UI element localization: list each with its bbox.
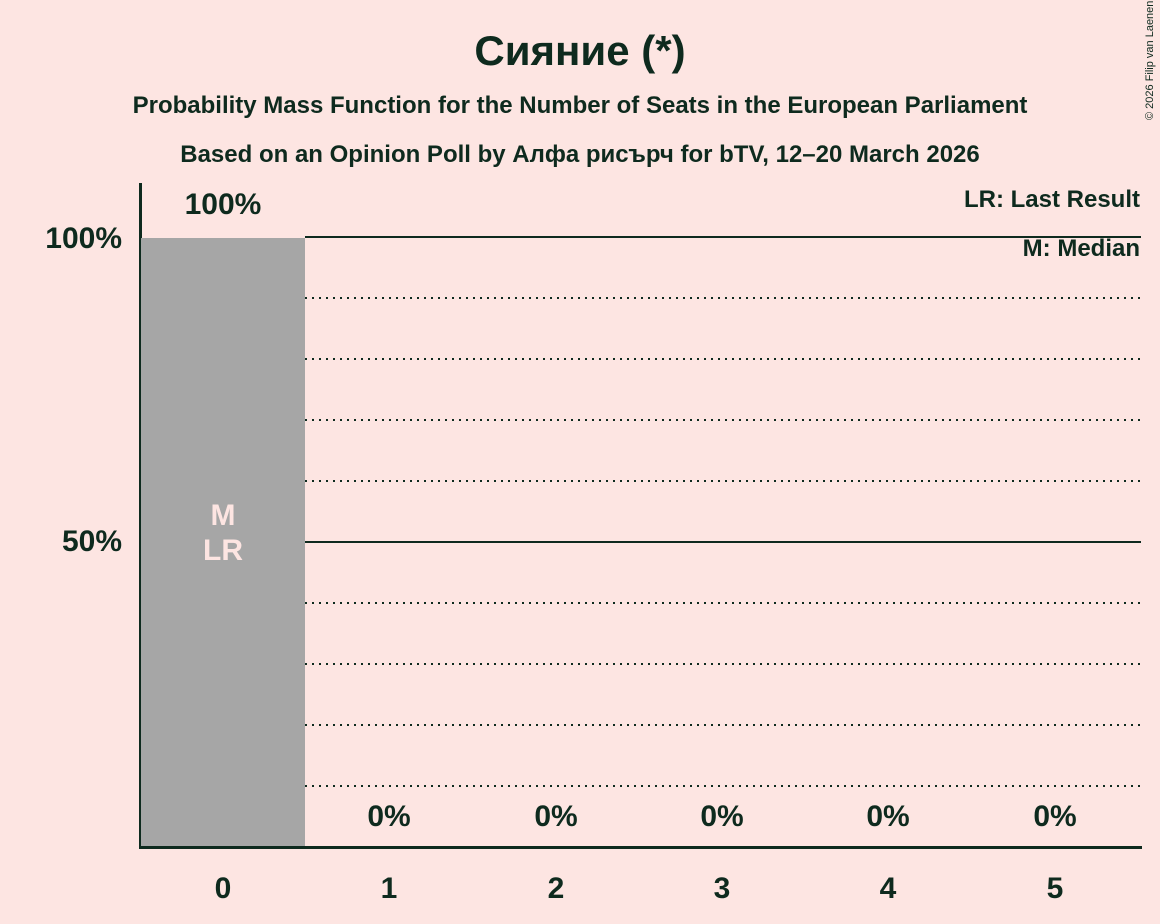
gridline-20pct: [305, 724, 1141, 726]
bar-seats-1-value-label: 0%: [367, 800, 411, 833]
y-axis-line: [139, 183, 142, 848]
chart-subtitle-source: Based on an Opinion Poll by Алфа рисърч …: [180, 141, 980, 168]
gridline-10pct: [305, 785, 1141, 787]
x-tick-5: 5: [1046, 872, 1064, 905]
y-axis-label-50: 50%: [61, 525, 122, 558]
legend-last-result: LR: Last Result: [963, 186, 1140, 213]
x-tick-1: 1: [380, 872, 398, 905]
bar-seats-0-annotation: M LR: [141, 498, 305, 568]
bar-seats-3-value-label: 0%: [700, 800, 744, 833]
x-tick-3: 3: [713, 872, 731, 905]
x-tick-4: 4: [879, 872, 897, 905]
chart-subtitle: Probability Mass Function for the Number…: [132, 92, 1028, 119]
gridline-80pct: [305, 358, 1141, 360]
bar-seats-2-value-label: 0%: [534, 800, 578, 833]
bar-seats-5-value-label: 0%: [1033, 800, 1077, 833]
gridline-70pct: [305, 419, 1141, 421]
gridline-100pct: [305, 236, 1141, 238]
median-marker-label: M: [210, 499, 236, 532]
x-tick-0: 0: [214, 872, 232, 905]
bar-seats-0: [141, 238, 305, 846]
y-axis-label-100: 100%: [45, 222, 122, 255]
gridline-50pct: [305, 541, 1141, 543]
bar-seats-0-value-label: 100%: [184, 188, 262, 221]
last-result-marker-label: LR: [203, 534, 243, 567]
bar-seats-4-value-label: 0%: [866, 800, 910, 833]
gridline-90pct: [305, 297, 1141, 299]
legend-median: M: Median: [1022, 235, 1140, 262]
gridline-60pct: [305, 480, 1141, 482]
gridline-40pct: [305, 602, 1141, 604]
gridline-30pct: [305, 663, 1141, 665]
copyright-notice: © 2026 Filip van Laenen: [1144, 0, 1156, 120]
x-axis-line: [139, 846, 1142, 849]
chart-title: Сияние (*): [474, 27, 686, 74]
x-tick-2: 2: [547, 872, 565, 905]
